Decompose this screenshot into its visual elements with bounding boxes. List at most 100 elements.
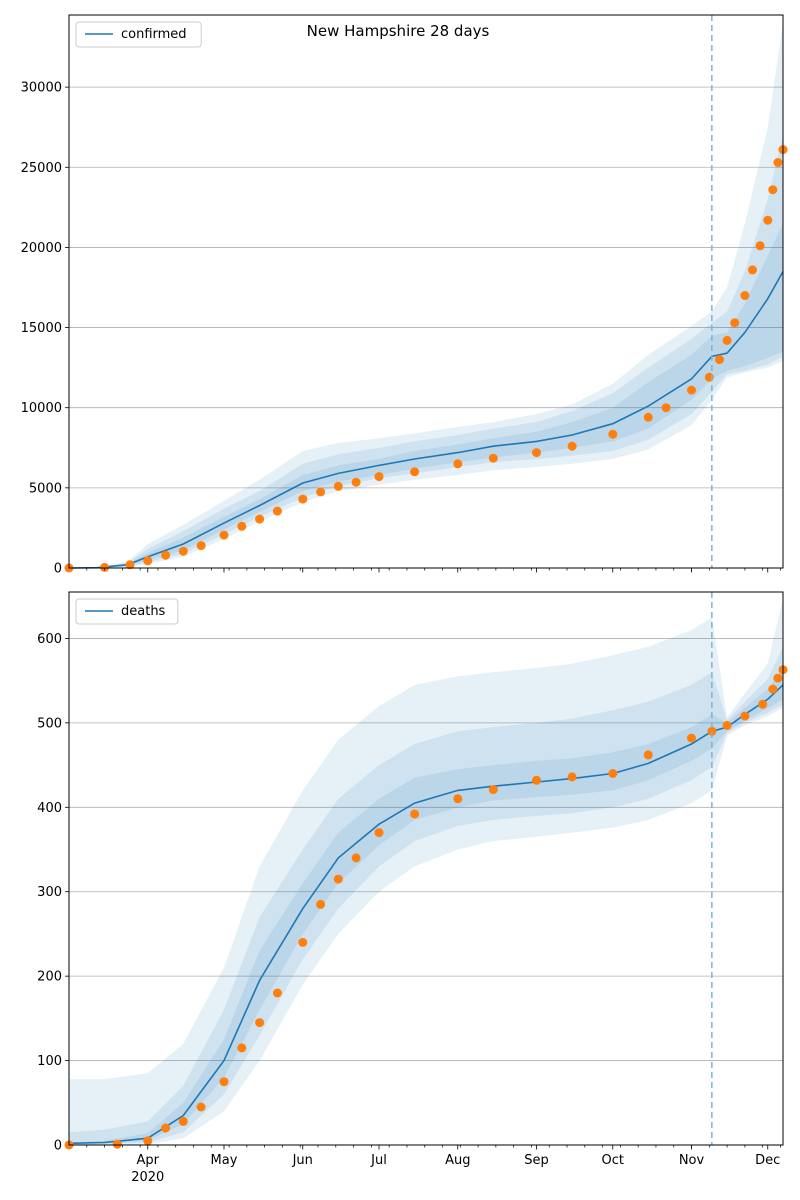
y-tick-label: 300: [37, 885, 62, 900]
observed-point: [143, 1136, 153, 1146]
y-tick-label: 600: [37, 632, 62, 647]
observed-point: [333, 481, 343, 491]
observed-point: [196, 1102, 206, 1112]
observed-point: [453, 459, 463, 469]
legend: deaths: [75, 598, 179, 625]
y-tick-label: 5000: [29, 481, 62, 496]
observed-point: [567, 441, 577, 451]
observed-point: [687, 733, 696, 743]
observed-point: [758, 699, 768, 709]
observed-point: [298, 494, 308, 504]
model-line: [68, 271, 784, 569]
credible-band: [69, 597, 783, 1145]
observed-point: [219, 530, 229, 540]
credible-band: [69, 135, 783, 568]
y-tick-label: 15000: [21, 321, 62, 336]
x-tick-label: Oct: [602, 1153, 624, 1168]
y-tick-label: 0: [54, 1139, 62, 1154]
observed-point: [532, 775, 541, 785]
x-tick-label: May: [211, 1153, 238, 1168]
observed-point: [740, 291, 750, 300]
observed-point: [237, 1043, 247, 1053]
observed-point: [219, 1077, 229, 1087]
confirmed-panel: 0 5000 10000 15000 20000 25000 30000 confirmed: [21, 14, 788, 577]
x-tick-label: Nov: [679, 1153, 705, 1168]
model-line: [68, 684, 784, 1145]
observed-point: [112, 1139, 122, 1149]
observed-point: [178, 1116, 188, 1126]
observed-point: [100, 562, 110, 572]
observed-point: [722, 720, 732, 730]
observed-point: [255, 514, 265, 524]
observed-point: [661, 403, 671, 413]
observed-point: [272, 988, 282, 998]
observed-point: [255, 1018, 265, 1028]
observed-point: [351, 853, 361, 863]
observed-point: [351, 477, 361, 487]
observed-point: [608, 769, 618, 778]
observed-point: [453, 794, 463, 804]
legend-box: [75, 598, 179, 625]
y-tick-label: 20000: [21, 241, 62, 256]
observed-point: [410, 467, 420, 477]
chart-title: New Hampshire 28 days: [307, 22, 490, 40]
observed-point: [768, 684, 778, 694]
observed-point: [773, 673, 783, 683]
observed-point: [237, 521, 247, 531]
observed-point: [488, 453, 498, 463]
observed-point: [178, 546, 188, 556]
x-tick-label: Sep: [524, 1153, 549, 1168]
legend: confirmed: [75, 21, 202, 48]
y-tick-label: 10000: [21, 401, 62, 416]
observed-point: [488, 785, 498, 795]
observed-point: [643, 412, 653, 422]
observed-point: [643, 750, 653, 760]
observed-point: [687, 385, 696, 395]
y-tick-label: 100: [37, 1054, 62, 1069]
observed-point: [374, 828, 384, 838]
observed-point: [316, 899, 326, 909]
observed-point: [715, 355, 724, 365]
x-tick-label: Jun: [292, 1153, 313, 1168]
observed-point: [730, 318, 740, 328]
x-tick-label: Jul: [370, 1153, 387, 1168]
x-tick-label: Apr: [137, 1153, 160, 1168]
credible-band: [69, 223, 783, 568]
observed-point: [410, 809, 420, 819]
observed-point: [316, 487, 326, 497]
observed-point: [333, 874, 343, 884]
x-tick-label: Aug: [445, 1153, 470, 1168]
legend-box: [75, 21, 202, 48]
observed-point: [567, 772, 577, 782]
y-tick-label: 30000: [21, 81, 62, 96]
y-tick-label: 200: [37, 970, 62, 985]
observed-point: [298, 937, 308, 947]
observed-point: [374, 472, 384, 482]
x-tick-label: Dec: [755, 1153, 780, 1168]
deaths-panel: 0 100 200 300 400 500 600 Apr May Jun Jul Aug Sep Oct…: [37, 591, 788, 1185]
plot-frame: [68, 14, 784, 569]
y-tick-label: 0: [54, 562, 62, 577]
legend-label: deaths: [121, 604, 166, 619]
plot-frame: [68, 591, 784, 1146]
observed-point: [125, 560, 135, 570]
observed-point: [773, 158, 783, 167]
observed-point: [608, 429, 618, 439]
credible-band: [69, 668, 783, 1145]
observed-point: [707, 726, 717, 736]
observed-point: [161, 1123, 171, 1133]
observed-point: [532, 448, 541, 458]
credible-band: [69, 646, 783, 1145]
credible-band: [69, 23, 783, 568]
legend-label: confirmed: [121, 27, 187, 42]
observed-point: [722, 335, 732, 345]
observed-point: [161, 550, 171, 560]
observed-point: [755, 241, 765, 251]
y-tick-label: 500: [37, 716, 62, 731]
y-tick-label: 25000: [21, 161, 62, 176]
observed-point: [143, 556, 153, 566]
x-year-label: 2020: [131, 1170, 164, 1185]
observed-point: [196, 541, 206, 551]
observed-point: [763, 215, 773, 225]
